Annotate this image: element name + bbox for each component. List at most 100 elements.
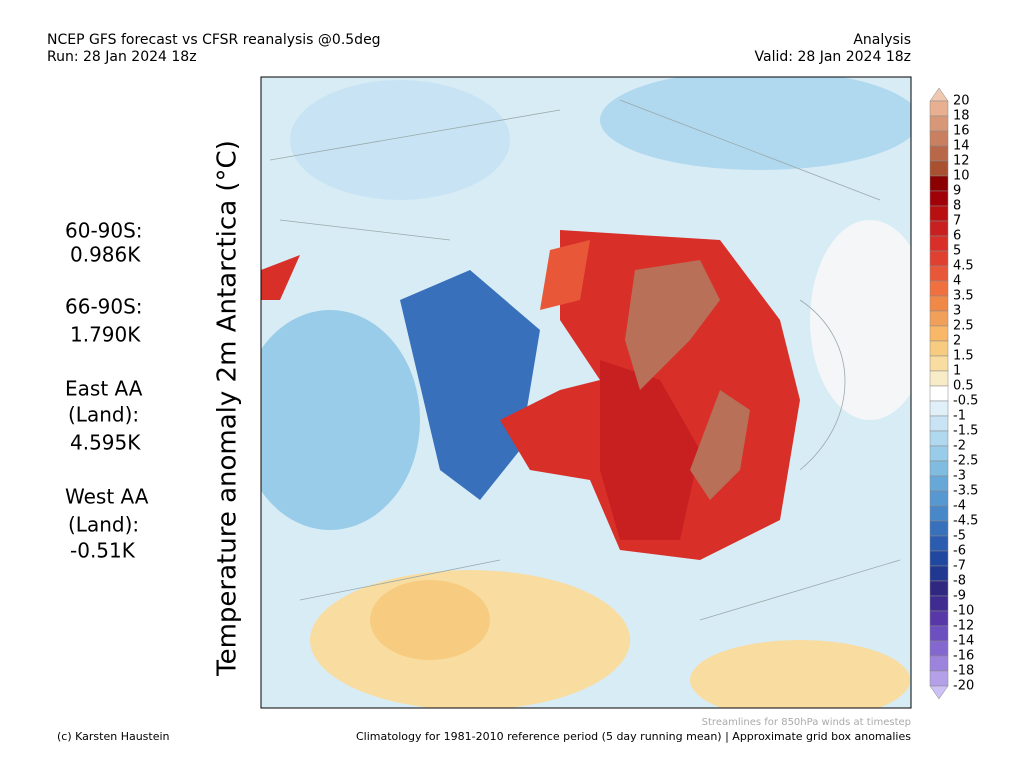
colorbar-label: -10: [953, 604, 974, 619]
warm-core: [625, 260, 720, 390]
colorbar-label: 12: [953, 154, 970, 169]
colorbar-segment: [929, 490, 949, 507]
colorbar-segment: [929, 310, 949, 327]
colorbar-label: 20: [953, 94, 970, 109]
colorbar-segment: [929, 220, 949, 237]
colorbar-label: -2.5: [953, 454, 978, 469]
colorbar-label: -3.5: [953, 484, 978, 499]
colorbar: 201816141210987654.543.532.521.510.5-0.5…: [929, 87, 978, 700]
colorbar-segment: [929, 145, 949, 162]
mode: Analysis: [853, 32, 911, 48]
colorbar-segment: [929, 100, 949, 117]
colorbar-label: 6: [953, 229, 961, 244]
colorbar-segment: [929, 340, 949, 357]
colorbar-label: -4.5: [953, 514, 978, 529]
stat-line: 66-90S:: [65, 295, 143, 319]
title: NCEP GFS forecast vs CFSR reanalysis @0.…: [47, 32, 381, 48]
colorbar-segment: [929, 385, 949, 402]
colorbar-label: 1.5: [953, 349, 974, 364]
colorbar-segment: [929, 610, 949, 627]
warm-area: [370, 580, 490, 660]
colorbar-segment: [929, 445, 949, 462]
colorbar-label: 4: [953, 274, 961, 289]
warm-area: [540, 240, 590, 310]
colorbar-segment: [929, 250, 949, 267]
colorbar-label: 10: [953, 169, 970, 184]
colorbar-label: 3.5: [953, 289, 974, 304]
colorbar-label: -18: [953, 664, 974, 679]
colorbar-label: -16: [953, 649, 974, 664]
stat-line: West AA: [65, 485, 149, 509]
colorbar-label: 18: [953, 109, 970, 124]
stat-line: (Land):: [68, 403, 139, 427]
colorbar-segment: [929, 190, 949, 207]
warm-area: [690, 640, 910, 708]
warm-core: [690, 390, 750, 500]
colorbar-label: 4.5: [953, 259, 974, 274]
climatology-note: Climatology for 1981-2010 reference peri…: [356, 730, 911, 743]
stat-line: 1.790K: [70, 323, 141, 347]
stat-line: -0.51K: [70, 539, 136, 563]
colorbar-segment: [929, 580, 949, 597]
colorbar-segment: [929, 520, 949, 537]
colorbar-segment: [929, 235, 949, 252]
colorbar-label: 9: [953, 184, 961, 199]
stat-line: 60-90S:: [65, 219, 143, 243]
streamline-note: Streamlines for 850hPa winds at timestep: [702, 717, 911, 728]
colorbar-label: -1: [953, 409, 966, 424]
colorbar-segment: [929, 415, 949, 432]
blue-area: [600, 77, 911, 170]
axis-label: Temperature anomaly 2m Antarctica (°C): [213, 140, 243, 677]
colorbar-label: 14: [953, 139, 970, 154]
map: [260, 76, 912, 709]
colorbar-label: 3: [953, 304, 961, 319]
colorbar-segment: [929, 160, 949, 177]
colorbar-label: 7: [953, 214, 961, 229]
colorbar-label: 2.5: [953, 319, 974, 334]
colorbar-label: -1.5: [953, 424, 978, 439]
colorbar-label: 2: [953, 334, 961, 349]
colorbar-segment: [929, 175, 949, 192]
colorbar-label: -4: [953, 499, 966, 514]
colorbar-cap: [929, 87, 949, 102]
colorbar-label: 0.5: [953, 379, 974, 394]
colorbar-cap: [929, 685, 949, 700]
stat-line: East AA: [65, 377, 143, 401]
colorbar-label: -20: [953, 679, 974, 694]
colorbar-label: -14: [953, 634, 974, 649]
colorbar-segment: [929, 625, 949, 642]
colorbar-label: 8: [953, 199, 961, 214]
colorbar-segment: [929, 205, 949, 222]
colorbar-label: -9: [953, 589, 966, 604]
stat-line: 0.986K: [70, 243, 141, 267]
neutral-area: [810, 220, 911, 420]
colorbar-segment: [929, 475, 949, 492]
west-antarctica-cold: [400, 270, 540, 500]
colorbar-label: 16: [953, 124, 970, 139]
colorbar-segment: [929, 430, 949, 447]
colorbar-segment: [929, 535, 949, 552]
colorbar-segment: [929, 655, 949, 672]
colorbar-segment: [929, 280, 949, 297]
colorbar-label: 5: [953, 244, 961, 259]
colorbar-label: 1: [953, 364, 961, 379]
colorbar-label: -2: [953, 439, 966, 454]
colorbar-segment: [929, 115, 949, 132]
blue-area: [290, 80, 510, 200]
colorbar-label: -0.5: [953, 394, 978, 409]
streamline: [269, 99, 901, 621]
colorbar-segment: [929, 640, 949, 657]
colorbar-label: -7: [953, 559, 966, 574]
colorbar-segment: [929, 460, 949, 477]
colorbar-label: -8: [953, 574, 966, 589]
stat-line: (Land):: [68, 513, 139, 537]
colorbar-label: -6: [953, 544, 966, 559]
credit: (c) Karsten Haustein: [57, 730, 170, 743]
colorbar-segment: [929, 355, 949, 372]
colorbar-segment: [929, 370, 949, 387]
colorbar-segment: [929, 325, 949, 342]
colorbar-segment: [929, 550, 949, 567]
colorbar-segment: [929, 505, 949, 522]
